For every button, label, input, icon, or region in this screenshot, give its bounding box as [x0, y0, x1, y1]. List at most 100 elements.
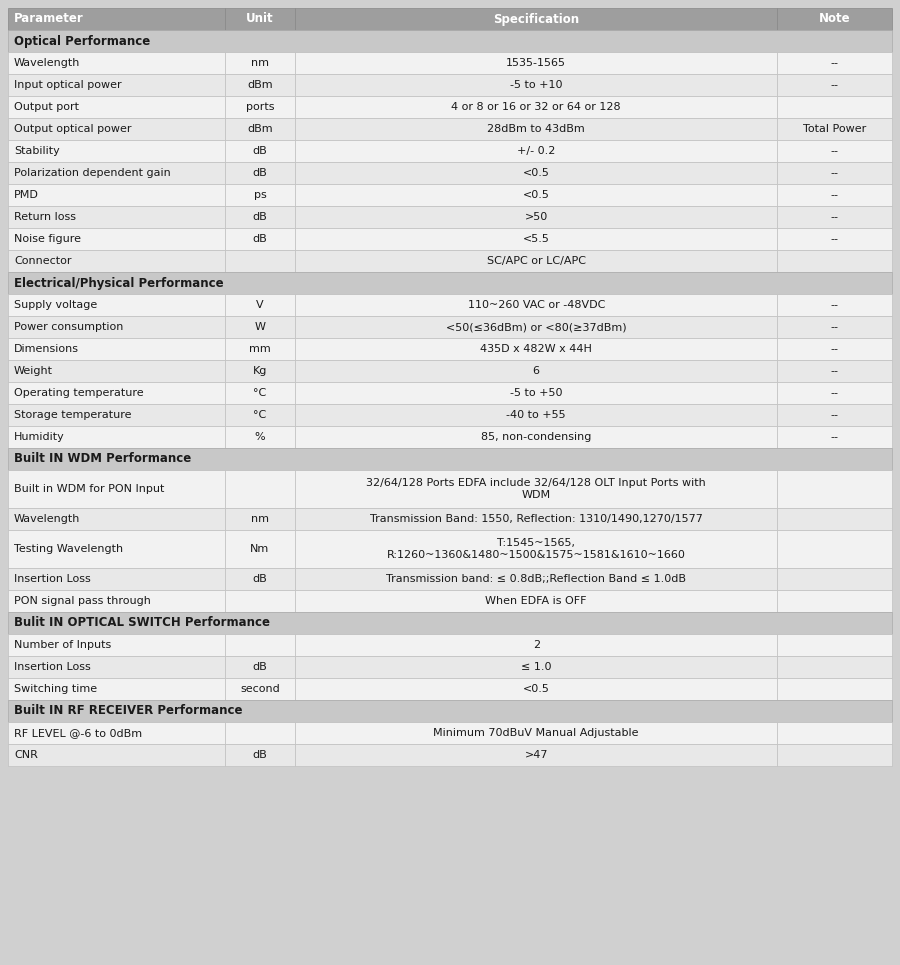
Text: Connector: Connector	[14, 256, 71, 266]
Text: CNR: CNR	[14, 750, 38, 760]
Bar	[225, 52, 295, 74]
Text: W: W	[255, 322, 266, 332]
Text: dB: dB	[253, 574, 267, 584]
Text: nm: nm	[251, 58, 269, 68]
Text: -5 to +10: -5 to +10	[510, 80, 562, 90]
Bar	[295, 118, 777, 140]
Bar	[777, 294, 892, 316]
Text: 32/64/128 Ports EDFA include 32/64/128 OLT Input Ports with
WDM: 32/64/128 Ports EDFA include 32/64/128 O…	[366, 479, 706, 500]
Text: Number of Inputs: Number of Inputs	[14, 640, 112, 650]
Bar	[225, 744, 295, 766]
Text: 85, non-condensing: 85, non-condensing	[481, 432, 591, 442]
Bar	[295, 162, 777, 184]
Bar	[777, 140, 892, 162]
Bar	[225, 634, 295, 656]
Text: Stability: Stability	[14, 146, 59, 156]
Bar	[8, 96, 225, 118]
Bar	[8, 568, 225, 590]
Bar	[8, 590, 225, 612]
Text: ≤ 1.0: ≤ 1.0	[521, 662, 552, 672]
Text: --: --	[831, 212, 839, 222]
Bar	[225, 338, 295, 360]
Text: Kg: Kg	[253, 366, 267, 376]
Bar	[225, 360, 295, 382]
Bar	[8, 722, 225, 744]
Text: Humidity: Humidity	[14, 432, 65, 442]
Bar	[225, 508, 295, 530]
Bar	[295, 140, 777, 162]
Text: When EDFA is OFF: When EDFA is OFF	[485, 596, 587, 606]
Bar	[8, 678, 225, 700]
Text: PON signal pass through: PON signal pass through	[14, 596, 151, 606]
Bar	[8, 272, 892, 294]
Bar	[295, 568, 777, 590]
Text: Optical Performance: Optical Performance	[14, 35, 150, 47]
Text: dB: dB	[253, 146, 267, 156]
Bar	[295, 470, 777, 508]
Bar	[8, 30, 892, 52]
Text: --: --	[831, 190, 839, 200]
Bar	[225, 530, 295, 568]
Text: Operating temperature: Operating temperature	[14, 388, 144, 398]
Bar	[295, 656, 777, 678]
Bar	[777, 530, 892, 568]
Text: Unit: Unit	[246, 13, 274, 25]
Bar	[777, 744, 892, 766]
Bar	[295, 722, 777, 744]
Text: Storage temperature: Storage temperature	[14, 410, 131, 420]
Text: --: --	[831, 432, 839, 442]
Bar	[777, 74, 892, 96]
Bar	[777, 678, 892, 700]
Bar	[295, 590, 777, 612]
Bar	[8, 656, 225, 678]
Text: <50(≤36dBm) or <80(≥37dBm): <50(≤36dBm) or <80(≥37dBm)	[446, 322, 626, 332]
Text: Insertion Loss: Insertion Loss	[14, 662, 91, 672]
Text: Noise figure: Noise figure	[14, 234, 81, 244]
Bar	[8, 140, 225, 162]
Text: PMD: PMD	[14, 190, 39, 200]
Text: °C: °C	[253, 410, 266, 420]
Text: -40 to +55: -40 to +55	[507, 410, 566, 420]
Bar	[777, 568, 892, 590]
Text: Parameter: Parameter	[14, 13, 84, 25]
Bar	[8, 206, 225, 228]
Bar	[777, 590, 892, 612]
Text: <5.5: <5.5	[523, 234, 550, 244]
Bar	[225, 294, 295, 316]
Bar	[8, 250, 225, 272]
Bar	[295, 184, 777, 206]
Text: 110~260 VAC or -48VDC: 110~260 VAC or -48VDC	[467, 300, 605, 310]
Bar	[295, 360, 777, 382]
Bar	[225, 722, 295, 744]
Bar	[8, 360, 225, 382]
Text: V: V	[256, 300, 264, 310]
Text: +/- 0.2: +/- 0.2	[517, 146, 555, 156]
Bar	[225, 568, 295, 590]
Bar	[295, 530, 777, 568]
Bar	[295, 294, 777, 316]
Text: Wavelength: Wavelength	[14, 514, 80, 524]
Text: ports: ports	[246, 102, 274, 112]
Bar	[777, 360, 892, 382]
Bar	[295, 382, 777, 404]
Bar	[225, 140, 295, 162]
Text: Testing Wavelength: Testing Wavelength	[14, 544, 123, 554]
Bar	[777, 722, 892, 744]
Text: <0.5: <0.5	[523, 190, 550, 200]
Text: RF LEVEL @-6 to 0dBm: RF LEVEL @-6 to 0dBm	[14, 728, 142, 738]
Bar	[8, 530, 225, 568]
Text: >47: >47	[525, 750, 548, 760]
Text: --: --	[831, 322, 839, 332]
Bar	[225, 96, 295, 118]
Bar	[8, 508, 225, 530]
Bar	[777, 8, 892, 30]
Bar	[777, 316, 892, 338]
Bar	[225, 470, 295, 508]
Text: Polarization dependent gain: Polarization dependent gain	[14, 168, 171, 178]
Text: --: --	[831, 234, 839, 244]
Text: -5 to +50: -5 to +50	[510, 388, 562, 398]
Bar	[295, 52, 777, 74]
Bar	[777, 656, 892, 678]
Bar	[295, 206, 777, 228]
Bar	[225, 162, 295, 184]
